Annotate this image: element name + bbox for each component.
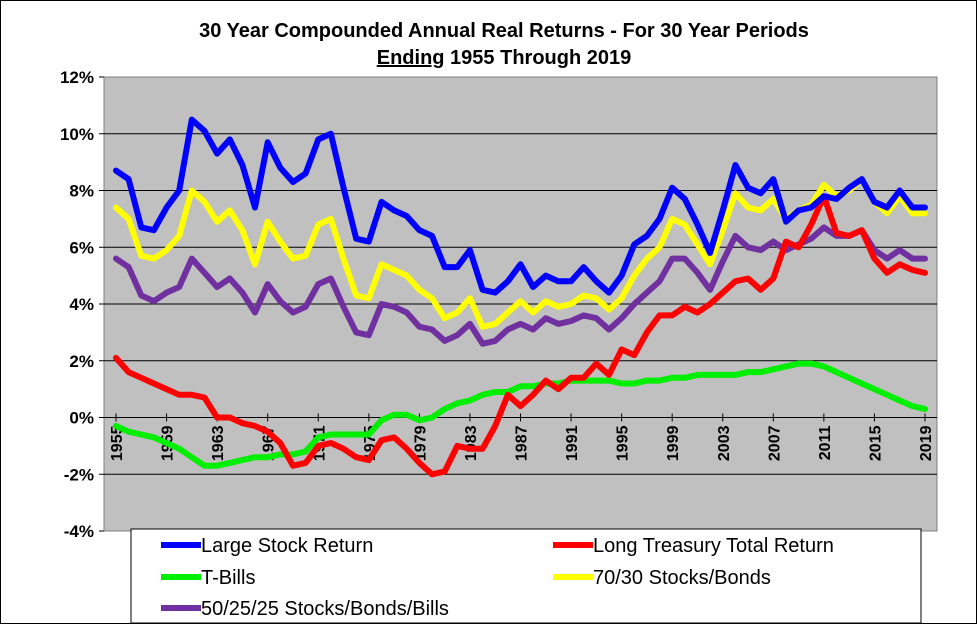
legend: Large Stock Return Long Treasury Total Re… [161,535,834,620]
x-tick-label: 1963 [210,425,227,461]
x-tick-label: 2019 [918,425,935,461]
y-tick-label: -2% [64,465,94,484]
x-tick-label: 1983 [463,425,480,461]
y-tick-label: 2% [69,352,94,371]
y-tick-label: 6% [69,238,94,257]
x-tick-label: 1987 [514,425,531,461]
x-tick-label: 2003 [716,425,733,461]
chart-subtitle: Ending 1955 Through 2019 [377,47,632,69]
y-tick-label: 0% [69,409,94,428]
chart-subtitle-underlined: Ending [377,47,445,69]
legend-label-t-bills: T-Bills [201,567,255,589]
x-axis-ticks: 1955 1959 1963 1967 1971 1975 1979 1983 1987 1991… [104,413,937,461]
series-layer [113,116,928,478]
series-line-t-bills [113,360,928,469]
legend-box [130,528,922,624]
x-tick-label: 2007 [766,425,783,461]
y-tick-label: -4% [64,522,94,541]
legend-label-stocks-bonds-bills-50-25-25: 50/25/25 Stocks/Bonds/Bills [201,598,449,620]
y-tick-label: 12% [60,68,94,87]
legend-label-stocks-bonds-70-30: 70/30 Stocks/Bonds [593,567,771,589]
x-tick-label: 1979 [412,425,429,461]
x-tick-label: 1999 [665,425,682,461]
series-line-large-stock-return [113,116,928,296]
x-tick-label: 1995 [615,425,632,461]
legend-label-long-treasury-total-return: Long Treasury Total Return [593,535,834,557]
legend-label-large-stock-return: Large Stock Return [201,535,373,557]
y-tick-label: 4% [69,295,94,314]
y-tick-label: 8% [69,182,94,201]
y-axis-ticks: 12% 10% 8% 6% 4% 2% 0% -2% -4% [60,68,104,541]
series-line-long-treasury-total-return [113,193,928,478]
x-tick-label: 2015 [867,425,884,461]
chart-title: 30 Year Compounded Annual Real Returns -… [199,20,809,42]
x-tick-label: 2011 [817,425,834,460]
x-tick-label: 1955 [109,425,126,461]
y-tick-label: 10% [60,125,94,144]
series-line-stocks-bonds-bills-50-25-25 [113,224,928,347]
x-tick-label: 1991 [564,425,581,461]
chart-subtitle-rest: 1955 Through 2019 [445,47,632,69]
